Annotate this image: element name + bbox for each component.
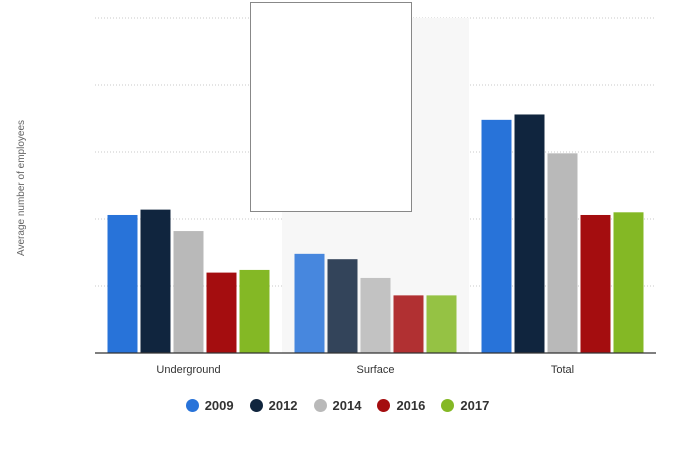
bar-underground-2009[interactable] — [107, 214, 138, 353]
bar-total-2017[interactable] — [613, 212, 644, 353]
legend-item-2016[interactable]: 2016 — [377, 398, 425, 413]
legend-label: 2012 — [268, 398, 298, 413]
bar-underground-2014[interactable] — [173, 231, 204, 353]
bar-total-2009[interactable] — [481, 119, 512, 353]
x-tick-label: Surface — [357, 364, 395, 376]
legend-label: 2017 — [460, 398, 490, 413]
x-tick-label: Total — [551, 364, 574, 376]
x-axis-labels: Underground Surface Total — [156, 364, 574, 376]
legend-item-2009[interactable]: 2009 — [185, 398, 234, 413]
bar-total-2012[interactable] — [514, 114, 545, 353]
bar-underground-2016[interactable] — [206, 272, 237, 353]
tooltip-box — [250, 2, 412, 212]
legend-label: 2016 — [396, 398, 426, 413]
bar-surface-2016[interactable] — [393, 295, 424, 353]
legend-swatch — [377, 399, 391, 412]
bar-total-2014[interactable] — [547, 153, 578, 353]
bar-underground-2012[interactable] — [140, 209, 171, 353]
bar-total-2016[interactable] — [580, 214, 611, 353]
legend: 2009 2012 2014 2016 2017 — [0, 398, 675, 413]
bar-underground-2017[interactable] — [239, 269, 270, 353]
legend-swatch — [249, 399, 263, 412]
legend-item-2014[interactable]: 2014 — [313, 398, 362, 413]
bar-surface-2009[interactable] — [294, 253, 325, 353]
bar-surface-2017[interactable] — [426, 295, 457, 353]
legend-label: 2014 — [332, 398, 362, 413]
bar-surface-2012[interactable] — [327, 259, 358, 353]
legend-label: 2009 — [204, 398, 234, 413]
bar-surface-2014[interactable] — [360, 277, 391, 353]
legend-swatch — [441, 399, 455, 412]
legend-item-2017[interactable]: 2017 — [441, 398, 489, 413]
x-tick-label: Underground — [156, 364, 220, 376]
y-axis-label: Average number of employees — [16, 120, 27, 256]
legend-item-2012[interactable]: 2012 — [249, 398, 298, 413]
legend-swatch — [313, 399, 327, 412]
legend-swatch — [185, 399, 199, 412]
